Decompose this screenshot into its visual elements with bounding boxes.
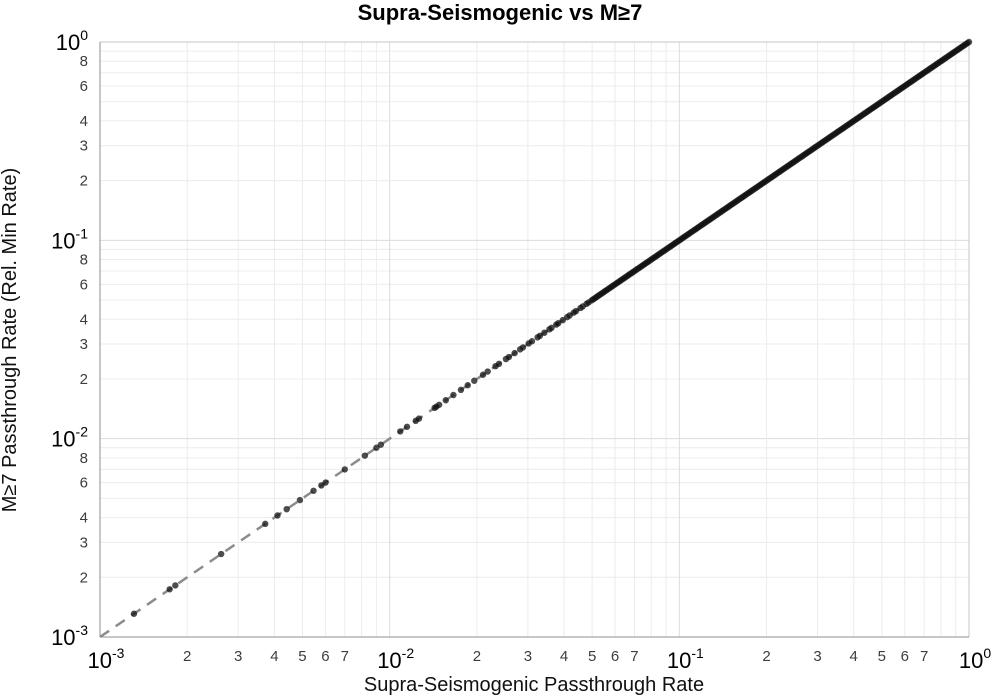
y-tick-label: 6 — [80, 475, 88, 492]
y-tick-label: 3 — [80, 336, 88, 353]
data-point — [548, 324, 555, 332]
data-point — [130, 610, 138, 617]
x-tick-label: 2 — [762, 648, 770, 665]
data-point — [283, 505, 290, 513]
y-tick-label: 3 — [80, 534, 88, 551]
x-tick-label: 4 — [850, 648, 858, 665]
data-point — [397, 428, 404, 435]
data-point — [322, 479, 329, 486]
data-point — [541, 329, 548, 336]
x-tick-label: 10-2 — [377, 645, 414, 673]
data-points — [130, 38, 973, 617]
data-point — [361, 452, 369, 459]
x-tick-label: 5 — [878, 648, 886, 665]
y-tick-label: 8 — [80, 252, 88, 269]
data-point — [450, 391, 457, 399]
x-tick-label: 6 — [901, 648, 909, 665]
data-point — [172, 582, 179, 589]
data-point — [965, 38, 973, 46]
x-tick-label: 5 — [588, 648, 596, 665]
data-point — [217, 550, 225, 558]
x-tick-label: 3 — [524, 648, 532, 665]
data-point — [484, 368, 491, 375]
x-tick-label: 7 — [630, 648, 638, 665]
data-point — [296, 496, 304, 504]
data-point — [536, 332, 544, 340]
data-point — [572, 307, 580, 315]
x-tick-label: 7 — [920, 648, 928, 665]
y-axis-title: M≥7 Passthrough Rate (Rel. Min Rate) — [0, 168, 21, 512]
x-tick-label: 10-1 — [667, 645, 704, 673]
x-tick-label: 3 — [813, 648, 821, 665]
data-point — [528, 338, 536, 345]
data-point — [262, 520, 269, 528]
data-point — [377, 441, 385, 448]
data-point — [415, 415, 423, 422]
x-tick-label: 2 — [183, 648, 191, 665]
x-tick-label: 7 — [341, 648, 349, 665]
data-point — [457, 386, 465, 394]
y-tick-label: 3 — [80, 138, 88, 155]
data-point — [555, 320, 562, 327]
data-point — [471, 377, 478, 384]
data-point — [511, 349, 518, 357]
x-tick-label: 100 — [959, 645, 991, 673]
x-axis-title: Supra-Seismogenic Passthrough Rate — [364, 674, 704, 696]
data-point — [464, 382, 471, 389]
data-point — [310, 487, 317, 494]
y-tick-label: 4 — [80, 510, 88, 527]
y-tick-label: 6 — [80, 276, 88, 293]
data-point — [435, 401, 443, 408]
x-tick-label: 4 — [270, 648, 278, 665]
y-tick-label: 4 — [80, 113, 88, 130]
y-tick-label: 8 — [80, 53, 88, 70]
y-tick-label: 8 — [80, 450, 88, 467]
x-tick-label: 6 — [321, 648, 329, 665]
data-point — [274, 512, 281, 519]
y-tick-label: 10-2 — [51, 424, 88, 452]
y-tick-label: 2 — [80, 569, 88, 586]
data-point — [495, 360, 503, 367]
data-point — [166, 586, 173, 593]
y-tick-label: 4 — [80, 311, 88, 328]
x-tick-label: 10-3 — [88, 645, 125, 673]
y-tick-label: 10-1 — [51, 225, 88, 253]
data-point — [403, 423, 411, 430]
x-tick-label: 6 — [611, 648, 619, 665]
plot-border — [99, 41, 970, 638]
chart-title: Supra-Seismogenic vs M≥7 — [358, 0, 643, 25]
data-point — [479, 371, 487, 378]
data-point — [519, 344, 527, 351]
data-point — [442, 397, 449, 404]
y-tick-label: 10-3 — [51, 622, 88, 650]
x-tick-label: 3 — [234, 648, 242, 665]
x-tick-label: 5 — [298, 648, 306, 665]
x-tick-label: 2 — [473, 648, 481, 665]
y-tick-label: 100 — [56, 27, 88, 55]
x-tick-label: 4 — [560, 648, 568, 665]
y-tick-label: 6 — [80, 78, 88, 95]
y-tick-label: 2 — [80, 371, 88, 388]
y-tick-label: 2 — [80, 173, 88, 190]
data-point — [505, 353, 513, 361]
gridlines — [100, 42, 969, 637]
data-point — [341, 466, 348, 473]
